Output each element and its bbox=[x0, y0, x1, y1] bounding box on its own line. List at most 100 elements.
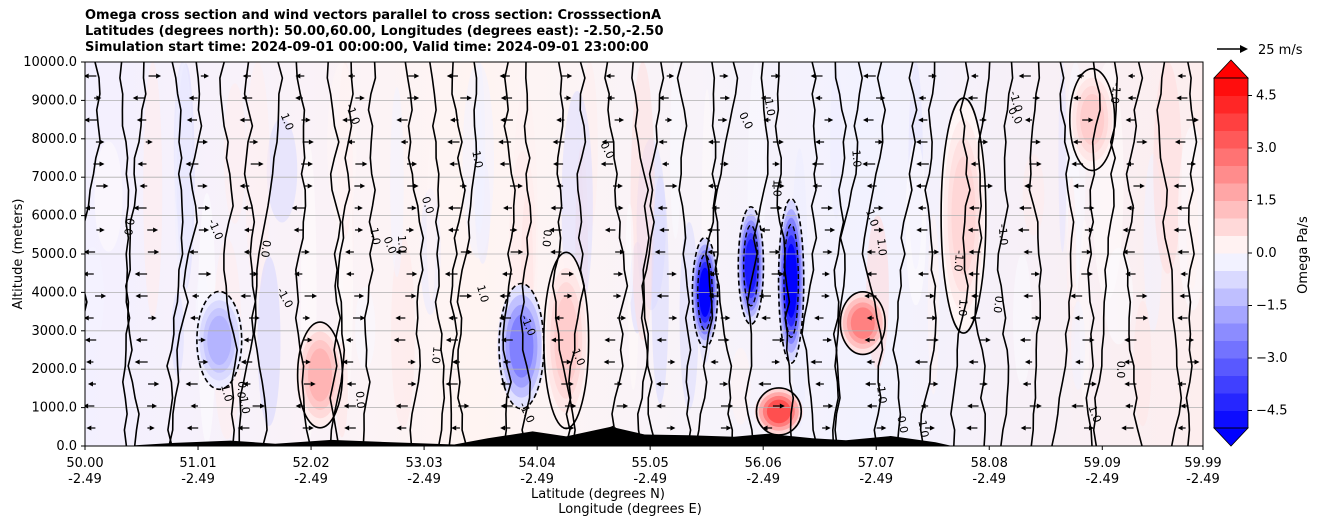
omega-feature-8 bbox=[850, 307, 875, 339]
contour-label: 1.0 bbox=[569, 346, 588, 367]
wind-vector-head bbox=[763, 117, 769, 123]
wind-vector-head bbox=[305, 315, 311, 321]
wind-vector-head bbox=[656, 337, 662, 343]
wind-vector-head bbox=[501, 337, 507, 343]
omega-contour-5 bbox=[737, 205, 765, 326]
omega-weak-region bbox=[85, 246, 104, 345]
wind-vector-head bbox=[1125, 271, 1131, 277]
wind-vector-head bbox=[1086, 249, 1092, 255]
wind-vector-head bbox=[723, 161, 729, 167]
wind-vector-head bbox=[878, 205, 884, 211]
wind-vector-head bbox=[517, 183, 523, 189]
omega-weak-region bbox=[625, 203, 634, 304]
contour-label: 0.0 bbox=[353, 391, 367, 409]
wind-vector-head bbox=[724, 337, 730, 343]
wind-vector-head bbox=[918, 95, 924, 101]
wind-vector-head bbox=[1023, 249, 1029, 255]
wind-vector-head bbox=[866, 249, 872, 255]
wind-vector-head bbox=[307, 183, 313, 189]
wind-vector-head bbox=[968, 271, 974, 277]
omega-weak-region bbox=[1013, 253, 1032, 386]
wind-vector-head bbox=[914, 359, 920, 365]
wind-vector-head bbox=[1035, 315, 1041, 321]
wind-vector-head bbox=[413, 183, 419, 189]
wind-vector-head bbox=[203, 359, 209, 365]
wind-vector-head bbox=[810, 73, 816, 79]
wind-vector-head bbox=[395, 315, 401, 321]
wind-vector-head bbox=[451, 359, 457, 365]
wind-vector-head bbox=[659, 227, 665, 233]
wind-vector-head bbox=[814, 315, 820, 321]
contour-label: -1.0 bbox=[1007, 89, 1025, 113]
wind-vector-head bbox=[1017, 227, 1023, 233]
omega-feature-1 bbox=[308, 348, 333, 402]
zero-contour-line bbox=[124, 62, 147, 446]
wind-vector-head bbox=[464, 403, 470, 409]
colorbar-segment bbox=[1214, 95, 1248, 114]
contour-label: 1.0 bbox=[1085, 404, 1103, 425]
wind-vector-head bbox=[204, 227, 210, 233]
wind-vector-head bbox=[667, 117, 673, 123]
wind-vector-head bbox=[99, 227, 105, 233]
wind-vector-head bbox=[1179, 293, 1185, 299]
wind-vector-head bbox=[449, 117, 455, 123]
wind-vector-head bbox=[1176, 95, 1182, 101]
wind-vector-head bbox=[866, 359, 872, 365]
x-tick-label-lat: 57.07 bbox=[858, 456, 895, 471]
wind-vector-head bbox=[518, 249, 524, 255]
wind-vector-head bbox=[761, 315, 767, 321]
y-tick-label: 0.0 bbox=[56, 439, 77, 454]
zero-contour-line bbox=[502, 62, 516, 446]
wind-vector-head bbox=[603, 359, 609, 365]
wind-vector-head bbox=[864, 337, 870, 343]
wind-vector-head bbox=[707, 249, 713, 255]
wind-vector-head bbox=[670, 425, 676, 431]
wind-vector-head bbox=[619, 117, 625, 123]
wind-vector-head bbox=[866, 403, 872, 409]
wind-vector-head bbox=[866, 183, 872, 189]
wind-vector-head bbox=[618, 271, 624, 277]
wind-vector-head bbox=[1019, 337, 1025, 343]
wind-vector-head bbox=[87, 381, 93, 387]
wind-vector-head bbox=[616, 293, 622, 299]
wind-vector-head bbox=[1072, 139, 1078, 145]
wind-vector-head bbox=[242, 381, 248, 387]
zero-contour-line bbox=[219, 62, 239, 446]
wind-vector-head bbox=[186, 425, 192, 431]
wind-vector-head bbox=[569, 425, 575, 431]
x-tick-label-lon: -2.49 bbox=[68, 472, 102, 487]
omega-contour-4 bbox=[691, 236, 719, 349]
zero-contour-line bbox=[429, 62, 446, 446]
wind-vector-head bbox=[357, 205, 363, 211]
colorbar-segment bbox=[1214, 340, 1248, 359]
wind-vector-head bbox=[500, 403, 506, 409]
wind-vector-head bbox=[619, 249, 625, 255]
zero-contour-line bbox=[1051, 62, 1075, 446]
wind-vector-head bbox=[758, 381, 764, 387]
wind-vector-head bbox=[810, 359, 816, 365]
wind-vector-head bbox=[85, 117, 90, 123]
y-tick-label: 8000.0 bbox=[32, 132, 78, 147]
wind-vector-head bbox=[1127, 73, 1133, 79]
wind-vector-head bbox=[467, 293, 473, 299]
wind-vector-head bbox=[447, 139, 453, 145]
wind-vector-head bbox=[1089, 337, 1095, 343]
zero-contour-line bbox=[676, 62, 692, 446]
wind-vector-head bbox=[343, 403, 349, 409]
wind-vector-head bbox=[1122, 249, 1128, 255]
wind-vector-head bbox=[1035, 95, 1041, 101]
wind-vector-head bbox=[202, 183, 208, 189]
wind-vector-head bbox=[605, 73, 611, 79]
wind-vector-head bbox=[512, 227, 518, 233]
omega-weak-region bbox=[1104, 247, 1134, 345]
x-tick-label-lon: -2.49 bbox=[746, 472, 780, 487]
x-tick-label-lat: 58.08 bbox=[971, 456, 1008, 471]
wind-vector-head bbox=[445, 381, 451, 387]
wind-vector-head bbox=[101, 293, 107, 299]
wind-vector-head bbox=[981, 117, 987, 123]
contour-label: 1.0 bbox=[956, 299, 970, 317]
wind-vector-head bbox=[971, 293, 977, 299]
contour-label: 1.0 bbox=[367, 226, 383, 245]
wind-vector-head bbox=[881, 425, 887, 431]
colorbar-segment bbox=[1214, 375, 1248, 394]
